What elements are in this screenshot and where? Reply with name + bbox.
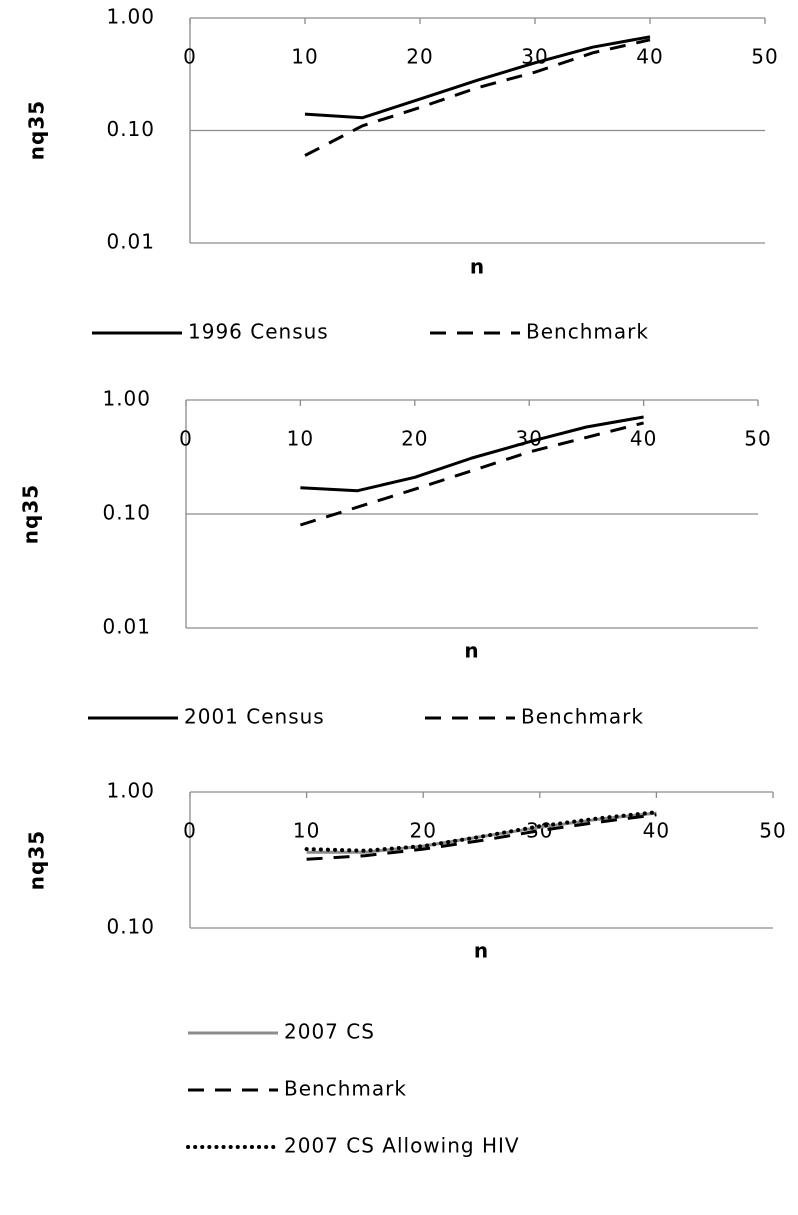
y-axis-title: nq35	[25, 100, 49, 160]
y-axis-title: nq35	[19, 484, 43, 544]
x-tick-label: 50	[759, 819, 786, 843]
legend-label: Benchmark	[526, 320, 649, 344]
x-tick-label: 0	[179, 427, 193, 451]
x-tick-label: 40	[636, 45, 663, 69]
x-tick-label: 10	[287, 427, 314, 451]
x-axis-title: n	[474, 939, 489, 963]
x-tick-label: 50	[751, 45, 778, 69]
y-tick-label: 1.00	[102, 387, 151, 411]
legend-label: Benchmark	[521, 705, 644, 729]
x-tick-label: 0	[183, 819, 197, 843]
x-axis-title: n	[470, 255, 485, 279]
y-tick-label: 1.00	[106, 5, 155, 29]
legend-label: 2007 CS	[284, 1020, 375, 1044]
x-tick-label: 20	[406, 45, 433, 69]
series-line	[300, 415, 644, 493]
legend-label: 2007 CS Allowing HIV	[284, 1134, 520, 1158]
x-axis-title: n	[464, 639, 479, 663]
series-line	[304, 38, 651, 157]
y-tick-label: 0.10	[102, 501, 151, 525]
x-tick-label: 10	[291, 45, 318, 69]
y-tick-label: 0.01	[102, 615, 151, 639]
x-tick-label: 0	[183, 45, 197, 69]
legend-label: 1996 Census	[188, 320, 329, 344]
legend-label: Benchmark	[284, 1077, 407, 1101]
series-line	[304, 35, 651, 120]
x-tick-label: 50	[744, 427, 771, 451]
series-line	[299, 421, 644, 527]
y-axis-title: nq35	[25, 830, 49, 890]
y-tick-label: 0.10	[106, 915, 155, 939]
legend-label: 2001 Census	[184, 705, 325, 729]
x-tick-label: 40	[643, 819, 670, 843]
x-tick-label: 20	[401, 427, 428, 451]
y-tick-label: 1.00	[106, 779, 155, 803]
y-tick-label: 0.10	[106, 117, 155, 141]
x-tick-label: 20	[409, 819, 436, 843]
y-tick-label: 0.01	[106, 230, 155, 254]
x-tick-label: 40	[630, 427, 657, 451]
series-line	[304, 810, 659, 853]
series-line	[306, 813, 657, 861]
x-tick-label: 10	[293, 819, 320, 843]
